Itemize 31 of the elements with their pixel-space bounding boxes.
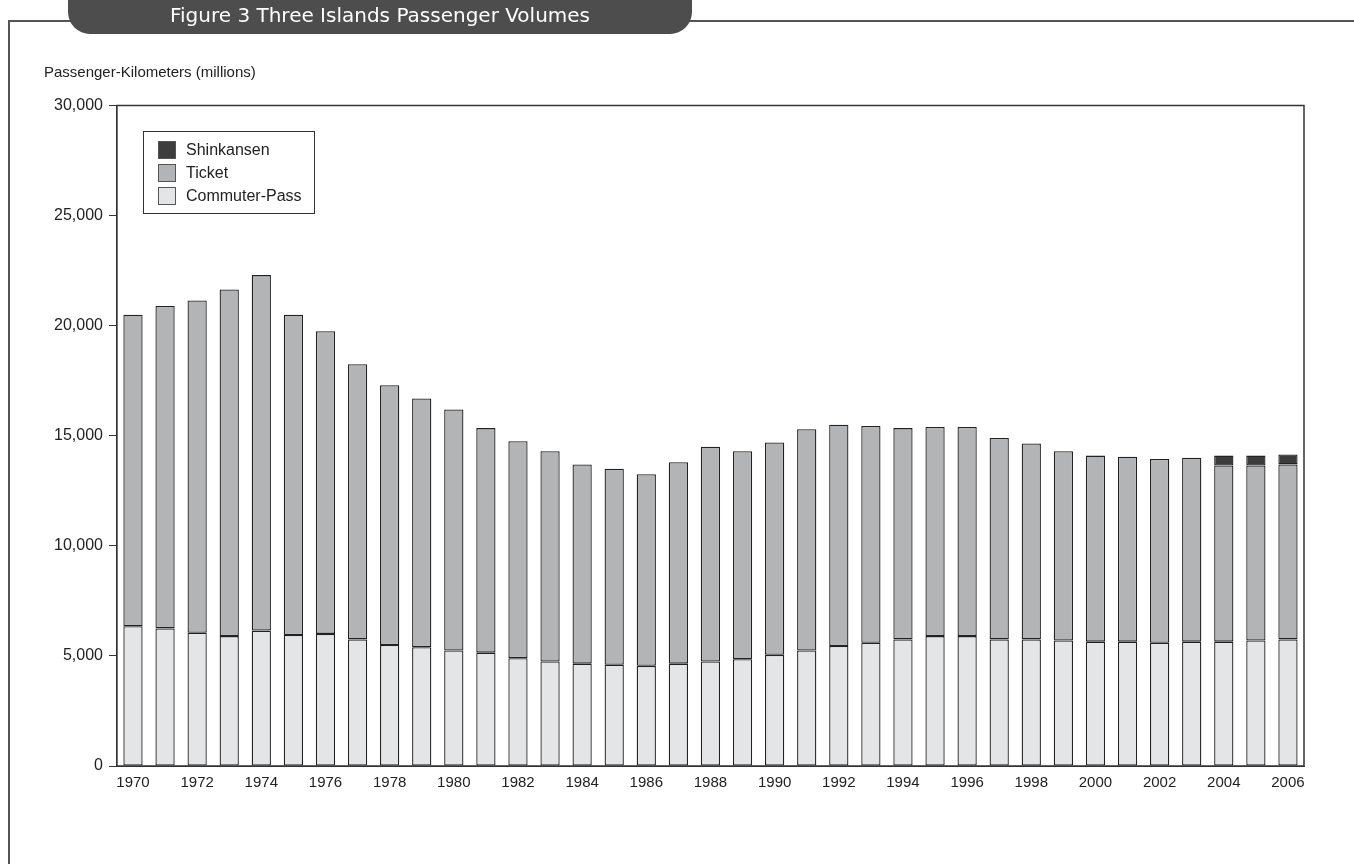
legend-label: Ticket [186,163,229,182]
x-tick-label: 1986 [629,773,663,791]
x-tick-label: 1998 [1014,773,1048,791]
x-tick-label: 2006 [1271,773,1305,791]
x-tick-label: 1976 [308,773,343,791]
legend-label: Commuter-Pass [186,186,302,205]
y-axis-title: Passenger-Kilometers (millions) [44,63,256,80]
y-tick-label: 20,000 [54,316,104,334]
y-tick-label: 30,000 [54,96,104,114]
x-tick-label: 1994 [886,773,920,791]
x-tick-label: 1974 [244,773,278,791]
y-tick-label: 10,000 [54,536,104,554]
x-tick-label: 1988 [693,773,728,791]
x-tick-label: 1990 [757,773,792,791]
x-tick-label: 2000 [1078,773,1113,791]
x-tick-label: 1972 [180,773,214,791]
x-tick-label: 1996 [950,773,984,791]
chart-title: Figure 3 Three Islands Passenger Volumes [68,0,692,34]
y-tick-label: 15,000 [54,426,104,444]
x-tick-label: 1992 [822,773,856,791]
x-tick-label: 1982 [501,773,535,791]
x-tick-label: 2002 [1142,773,1177,791]
x-tick-label: 1970 [116,773,150,791]
legend-label: Shinkansen [186,140,270,159]
y-tick-label: 5,000 [62,646,104,664]
x-tick-label: 1980 [437,773,471,791]
x-tick-label: 2004 [1207,773,1241,791]
x-tick-label: 1978 [372,773,407,791]
y-tick-label: 25,000 [54,206,104,224]
x-tick-label: 1984 [565,773,599,791]
y-tick-label: 0 [94,756,104,774]
